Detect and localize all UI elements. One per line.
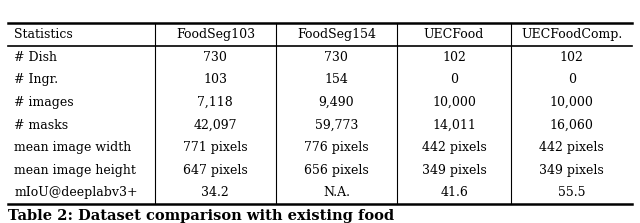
Text: 103: 103 [204,73,227,86]
Text: Statistics: Statistics [14,28,73,41]
Text: 7,118: 7,118 [198,96,233,109]
Text: FoodSeg103: FoodSeg103 [176,28,255,41]
Text: # masks: # masks [14,118,68,132]
Text: 102: 102 [442,51,466,64]
Text: 730: 730 [204,51,227,64]
Text: 59,773: 59,773 [315,118,358,132]
Text: mIoU@deeplabv3+: mIoU@deeplabv3+ [14,186,138,199]
Text: # images: # images [14,96,74,109]
Text: 16,060: 16,060 [550,118,594,132]
Text: 349 pixels: 349 pixels [540,164,604,177]
Text: 55.5: 55.5 [558,186,586,199]
Text: 10,000: 10,000 [550,96,594,109]
Text: 442 pixels: 442 pixels [422,141,486,154]
Text: Table 2: Dataset comparison with existing food: Table 2: Dataset comparison with existin… [8,209,394,223]
Text: 42,097: 42,097 [193,118,237,132]
Text: FoodSeg154: FoodSeg154 [297,28,376,41]
Text: 0: 0 [450,73,458,86]
Text: 102: 102 [560,51,584,64]
Text: mean image height: mean image height [14,164,136,177]
Text: 41.6: 41.6 [440,186,468,199]
Text: 730: 730 [324,51,348,64]
Text: # Dish: # Dish [14,51,57,64]
Text: 776 pixels: 776 pixels [304,141,369,154]
Text: 14,011: 14,011 [432,118,476,132]
Text: 647 pixels: 647 pixels [183,164,248,177]
Text: 656 pixels: 656 pixels [304,164,369,177]
Text: UECFoodComp.: UECFoodComp. [521,28,623,41]
Text: 0: 0 [568,73,576,86]
Text: 10,000: 10,000 [432,96,476,109]
Text: UECFood: UECFood [424,28,484,41]
Text: 349 pixels: 349 pixels [422,164,486,177]
Text: # Ingr.: # Ingr. [14,73,58,86]
Text: 771 pixels: 771 pixels [183,141,248,154]
Text: 34.2: 34.2 [202,186,229,199]
Text: mean image width: mean image width [14,141,131,154]
Text: 442 pixels: 442 pixels [540,141,604,154]
Text: 9,490: 9,490 [319,96,354,109]
Text: N.A.: N.A. [323,186,350,199]
Text: 154: 154 [324,73,348,86]
